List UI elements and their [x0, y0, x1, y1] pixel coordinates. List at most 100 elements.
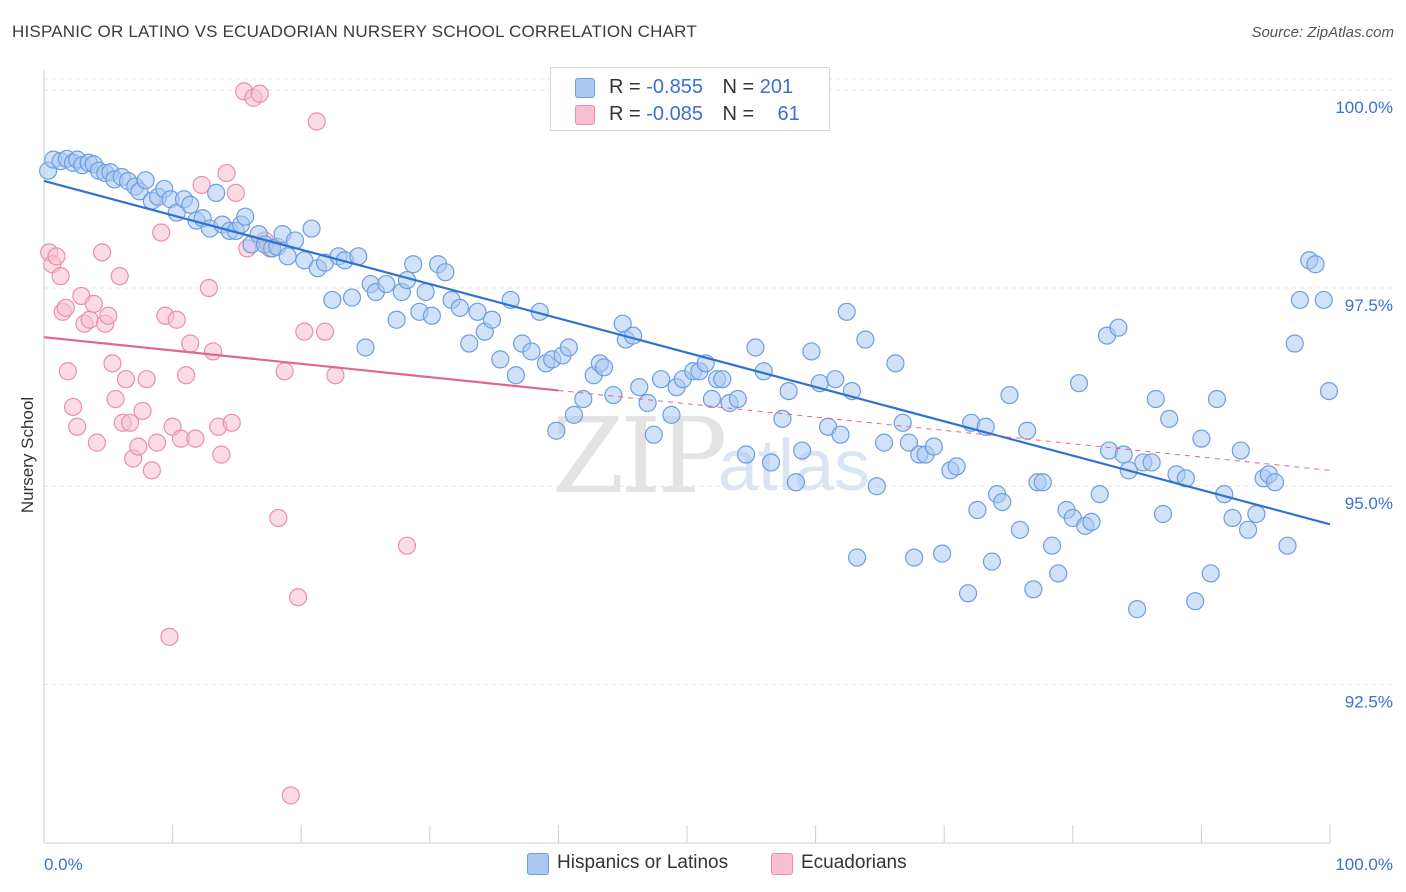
hispanic-point	[831, 425, 850, 444]
hispanic-point	[1192, 429, 1211, 448]
y-tick-label: 92.5%	[1345, 692, 1393, 711]
ecuadorian-point	[222, 413, 241, 432]
ecuadorian-point	[226, 183, 245, 202]
hispanic-point	[302, 219, 321, 238]
hispanic-point	[1319, 381, 1339, 401]
legend-swatch-hispanics	[575, 78, 595, 98]
hispanic-point	[905, 548, 924, 567]
hispanic-point	[1207, 389, 1227, 409]
ecuadorian-point	[397, 536, 417, 555]
hispanic-point	[236, 207, 255, 226]
hispanic-point	[377, 274, 396, 294]
ecuadorian-point	[250, 84, 269, 103]
legend-n-label: N =	[722, 103, 755, 125]
ecuadorian-point	[103, 354, 122, 373]
source-label: Source: ZipAtlas.com	[1251, 24, 1394, 41]
hispanic-point	[1018, 421, 1037, 440]
ecuadorian-point	[106, 389, 125, 409]
legend-label-hispanics: Hispanics or Latinos	[557, 852, 729, 873]
ecuadorian-point	[99, 306, 118, 325]
hispanic-point	[786, 473, 805, 492]
hispanic-point	[295, 251, 314, 270]
correlation-legend: R = -0.855 N = 201 R = -0.085 N = 61	[550, 67, 830, 131]
hispanic-point	[460, 334, 479, 353]
hispanic-point	[1201, 564, 1220, 583]
hispanic-point	[207, 183, 226, 202]
ecuadorian-point	[281, 786, 300, 805]
ecuadorian-point	[51, 267, 70, 286]
hispanic-point	[1160, 409, 1179, 428]
ecuadorian-point	[307, 112, 326, 131]
hispanic-point	[947, 457, 966, 476]
hispanic-point	[761, 453, 781, 472]
hispanic-point	[559, 338, 578, 357]
y-tick-label: 100.0%	[1335, 98, 1393, 117]
hispanic-point	[1109, 318, 1128, 337]
hispanic-point	[1314, 290, 1333, 310]
hispanic-point	[651, 370, 671, 389]
hispanic-point	[1231, 441, 1250, 460]
hispanic-point	[713, 370, 732, 389]
hispanic-point	[416, 282, 435, 302]
hispanic-point	[1000, 385, 1019, 405]
hispanic-point	[847, 548, 867, 567]
hispanic-point	[1186, 592, 1205, 611]
ecuadorian-point	[326, 366, 345, 385]
hispanic-point	[1278, 536, 1297, 555]
ecuadorian-point	[275, 362, 294, 381]
legend-text-hispanics: R = -0.855 N = 201	[609, 76, 793, 99]
hispanic-point	[436, 263, 455, 282]
hispanic-point	[993, 492, 1012, 512]
ecuadorian-point	[133, 401, 152, 421]
hispanic-point	[982, 552, 1002, 571]
hispanic-point	[356, 338, 375, 357]
ecuadorian-point	[181, 334, 200, 353]
hispanic-point	[886, 354, 905, 373]
ecuadorian-point	[110, 267, 129, 286]
legend-swatch-hispanics	[527, 853, 549, 875]
ecuadorian-trend-line	[43, 336, 559, 392]
hispanic-point	[468, 302, 487, 321]
ecuadorian-point	[167, 310, 186, 329]
hispanic-point	[482, 310, 502, 329]
ecuadorian-point	[63, 397, 83, 417]
hispanic-point	[793, 441, 812, 460]
hispanic-point	[826, 370, 845, 389]
hispanic-point	[968, 500, 987, 520]
hispanic-point	[1069, 374, 1089, 393]
ecuadorian-point	[199, 278, 218, 298]
ecuadorian-point	[80, 310, 99, 329]
x-tick-label: 0.0%	[44, 855, 83, 874]
hispanic-point	[1247, 504, 1266, 524]
ecuadorian-point	[315, 322, 335, 341]
hispanic-point	[450, 298, 469, 317]
hispanic-point	[181, 195, 200, 214]
hispanic-point	[387, 310, 406, 329]
ecuadorian-point	[56, 298, 75, 317]
hispanic-point	[1285, 334, 1304, 353]
hispanic-point	[1049, 564, 1068, 583]
y-tick-label: 95.0%	[1345, 494, 1393, 513]
hispanic-point	[1306, 255, 1325, 274]
hispanic-point	[574, 389, 593, 409]
hispanic-point	[1082, 512, 1101, 532]
legend-n-label: N =	[722, 76, 755, 98]
hispanic-point	[702, 389, 721, 409]
legend-n-value: 201	[759, 76, 794, 98]
legend-r-value: -0.855	[646, 76, 703, 98]
hispanic-point	[594, 358, 614, 377]
hispanic-point	[278, 247, 297, 266]
legend-n-value: 61	[777, 103, 800, 125]
hispanic-point	[924, 437, 943, 456]
legend-r-label: R =	[609, 103, 641, 125]
ecuadorian-point	[295, 322, 314, 341]
hispanic-point	[522, 342, 541, 361]
chart-title: HISPANIC OR LATINO VS ECUADORIAN NURSERY…	[12, 22, 697, 41]
y-axis-label: Nursery School	[18, 396, 37, 514]
ecuadorian-point	[47, 247, 66, 266]
x-tick-label: 100.0%	[1335, 855, 1393, 874]
hispanic-point	[564, 405, 584, 424]
legend-text-ecuadorians: R = -0.085 N = 61	[609, 103, 800, 126]
hispanic-point	[1142, 453, 1161, 472]
